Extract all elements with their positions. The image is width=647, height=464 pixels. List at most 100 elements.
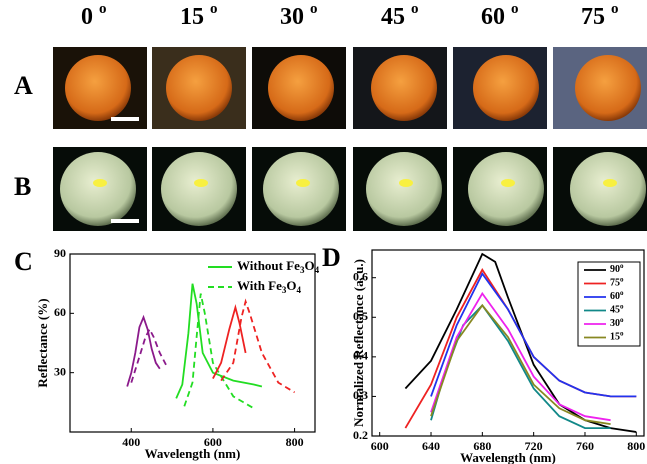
y-axis-label: Normalized Reflectance (a. u.) <box>351 259 366 427</box>
x-tick-label: 400 <box>122 435 140 449</box>
degree-mark: o <box>611 1 619 17</box>
legend-name: 45 <box>610 305 620 316</box>
angle-label: 75 o <box>581 1 619 29</box>
droplet <box>268 55 334 121</box>
x-axis-label: Wavelength (nm) <box>145 446 241 461</box>
y-tick-label: 0.3 <box>353 388 368 402</box>
angle-value: 75 <box>581 4 605 30</box>
y-tick-label: 30 <box>54 364 66 378</box>
y-axis-label: Reflectance (%) <box>35 298 50 387</box>
degree-mark: o <box>620 262 624 270</box>
degree-mark: o <box>99 1 107 17</box>
x-tick-label: 680 <box>473 439 491 453</box>
angle-label: 60 o <box>481 1 519 29</box>
x-tick-label: 640 <box>422 439 440 453</box>
droplet <box>65 55 131 121</box>
y-tick-label: 90 <box>54 246 66 260</box>
series-line <box>126 314 161 387</box>
angle-value: 0 <box>81 4 93 30</box>
y-tick-label: 0.4 <box>353 349 368 363</box>
plot-frame <box>371 249 645 437</box>
series-line <box>175 283 263 399</box>
droplet <box>366 152 442 226</box>
legend-name: 90 <box>610 264 620 275</box>
legend-label: 15o <box>610 329 624 343</box>
series-line <box>183 293 255 410</box>
series-line <box>220 298 296 394</box>
legend-name: 30 <box>610 318 620 329</box>
droplet <box>166 55 232 121</box>
series-line <box>130 327 167 383</box>
legend-label: With Fe3O4 <box>237 278 302 295</box>
angle-label: 15 o <box>180 1 218 29</box>
plot-frame <box>69 253 316 433</box>
y-tick-label: 0.6 <box>353 269 368 283</box>
x-tick-label: 720 <box>525 439 543 453</box>
highlight <box>603 179 617 187</box>
highlight <box>194 179 208 187</box>
legend-text-part: 3 <box>282 285 287 295</box>
x-tick-label: 800 <box>627 439 645 453</box>
legend-name: 60 <box>610 291 620 302</box>
angle-value: 60 <box>481 4 505 30</box>
legend-label: 90o <box>610 262 624 276</box>
droplet <box>161 152 237 226</box>
series-line <box>212 303 247 380</box>
series-line <box>404 252 637 433</box>
y-tick-label: 0.2 <box>353 428 368 442</box>
legend-text-part: With Fe <box>237 278 282 293</box>
droplet <box>570 152 646 226</box>
droplet <box>263 152 339 226</box>
panel-label: C <box>14 247 33 276</box>
x-axis-label: Wavelength (nm) <box>460 450 556 464</box>
highlight <box>93 179 107 187</box>
degree-mark: o <box>620 316 624 324</box>
highlight <box>501 179 515 187</box>
series-line <box>430 291 611 422</box>
legend-text-part: Without Fe <box>237 258 300 273</box>
degree-mark: o <box>620 329 624 337</box>
angle-label: 30 o <box>280 1 318 29</box>
legend-name: 15 <box>610 332 620 343</box>
photo-grid <box>53 47 647 231</box>
droplet <box>60 152 136 226</box>
angle-value: 45 <box>381 4 405 30</box>
x-tick-label: 800 <box>286 435 304 449</box>
row-label: A <box>14 71 33 100</box>
legend-text-part: 4 <box>315 265 320 275</box>
y-tick-label: 60 <box>54 305 66 319</box>
row-label: B <box>14 172 31 201</box>
legend-label: Without Fe3O4 <box>237 258 320 275</box>
degree-mark: o <box>620 289 624 297</box>
angle-value: 30 <box>280 4 304 30</box>
degree-mark: o <box>620 302 624 310</box>
x-tick-label: 600 <box>371 439 389 453</box>
degree-mark: o <box>210 1 218 17</box>
legend-label: 30o <box>610 316 624 330</box>
highlight <box>296 179 310 187</box>
legend-text-part: O <box>304 258 314 273</box>
droplet <box>575 55 641 121</box>
legend-text-part: 4 <box>297 285 302 295</box>
droplet <box>473 55 539 121</box>
legend-label: 60o <box>610 289 624 303</box>
droplet <box>371 55 437 121</box>
highlight <box>399 179 413 187</box>
degree-mark: o <box>511 1 519 17</box>
degree-mark: o <box>620 275 624 283</box>
degree-mark: o <box>411 1 419 17</box>
degree-mark: o <box>310 1 318 17</box>
series-line <box>430 303 611 425</box>
x-tick-label: 760 <box>576 439 594 453</box>
series-line <box>430 271 637 398</box>
legend-text-part: O <box>286 278 296 293</box>
legend-label: 75o <box>610 275 624 289</box>
legend-box <box>577 261 641 347</box>
x-tick-label: 600 <box>204 435 222 449</box>
angle-label: 45 o <box>381 1 419 29</box>
droplet <box>468 152 544 226</box>
angle-value: 15 <box>180 4 204 30</box>
panel-label: D <box>322 243 341 272</box>
